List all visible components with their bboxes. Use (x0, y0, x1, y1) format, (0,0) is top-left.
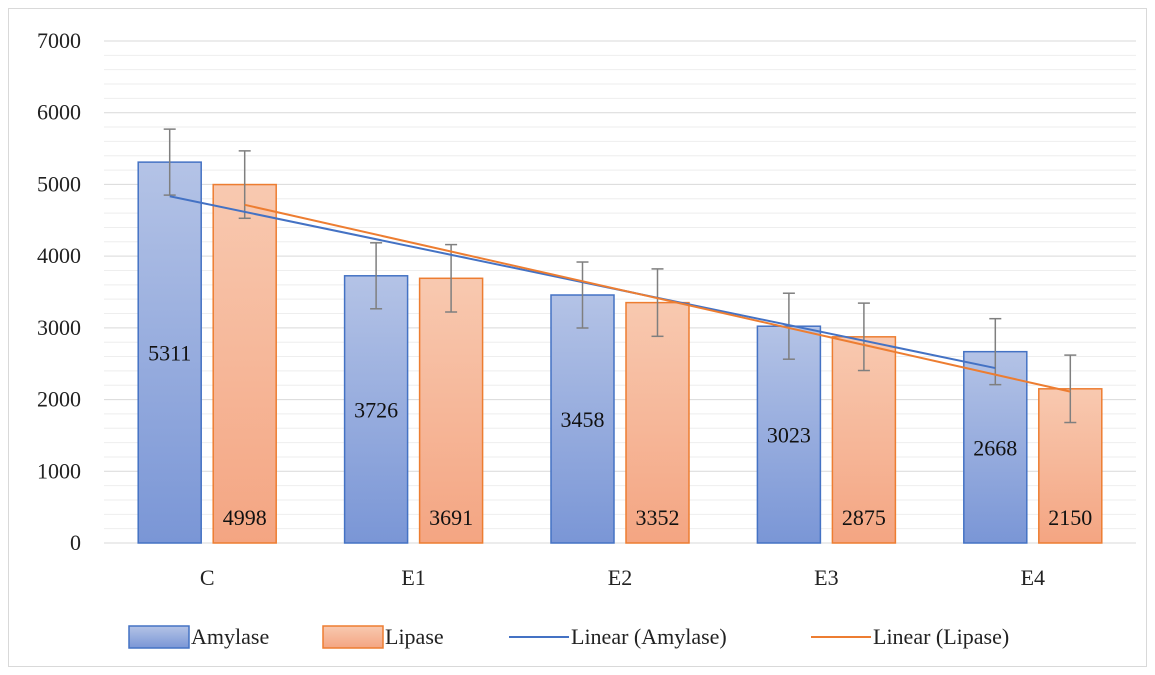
bar-amylase-e1 (343, 275, 409, 544)
chart-frame: 0 1000 2000 3000 4000 5000 6000 7000 5311 4998 37… (8, 8, 1147, 667)
y-tick-label: 0 (70, 530, 81, 555)
y-tick-label: 7000 (37, 28, 81, 53)
legend-swatch-amylase (128, 625, 190, 649)
bars (137, 161, 1103, 544)
legend-label-lipase: Lipase (385, 624, 444, 649)
x-tick-label-e3: E3 (814, 565, 838, 590)
legend-label-amylase-trend: Linear (Amylase) (571, 624, 727, 649)
legend-label-amylase: Amylase (191, 624, 269, 649)
x-tick-label-e1: E1 (401, 565, 425, 590)
bar-lipase-c (212, 183, 277, 544)
x-axis-tick-labels: C E1 E2 E3 E4 (200, 565, 1045, 590)
data-label-lipase-e4: 2150 (1048, 505, 1092, 530)
legend: Amylase Lipase Linear (Amylase) Linear (Lip… (128, 624, 1009, 649)
data-labels: 5311 4998 3726 3691 3458 3352 3023 2875 2668 2150 (148, 341, 1092, 530)
chart-canvas: 0 1000 2000 3000 4000 5000 6000 7000 5311 4998 37… (37, 28, 1136, 649)
data-label-amylase-c: 5311 (148, 341, 191, 366)
y-tick-label: 1000 (37, 458, 81, 483)
bar-lipase-e2 (625, 301, 690, 544)
y-tick-label: 5000 (37, 171, 81, 196)
trendlines (169, 195, 1071, 393)
data-label-lipase-e3: 2875 (842, 505, 886, 530)
y-tick-label: 6000 (37, 100, 81, 125)
trendline-lipase (244, 203, 1071, 393)
bar-amylase-e2 (550, 294, 615, 544)
data-label-amylase-e3: 3023 (767, 423, 811, 448)
y-axis-tick-labels: 0 1000 2000 3000 4000 5000 6000 7000 (37, 28, 81, 555)
legend-label-lipase-trend: Linear (Lipase) (873, 624, 1009, 649)
data-label-amylase-e1: 3726 (354, 397, 398, 422)
x-tick-label-c: C (200, 565, 215, 590)
data-label-lipase-e1: 3691 (429, 505, 473, 530)
y-tick-label: 3000 (37, 315, 81, 340)
bar-lipase-e1 (418, 277, 484, 544)
data-label-amylase-e4: 2668 (973, 435, 1017, 460)
error-bars (163, 128, 1077, 424)
bar-amylase-c (137, 161, 202, 544)
legend-swatch-lipase (322, 625, 384, 649)
y-tick-label: 2000 (37, 387, 81, 412)
y-tick-label: 4000 (37, 243, 81, 268)
x-tick-label-e4: E4 (1021, 565, 1045, 590)
bar-amylase-e3 (756, 325, 822, 544)
data-label-lipase-e2: 3352 (636, 505, 680, 530)
x-tick-label-e2: E2 (608, 565, 632, 590)
data-label-lipase-c: 4998 (223, 505, 267, 530)
data-label-amylase-e2: 3458 (561, 407, 605, 432)
